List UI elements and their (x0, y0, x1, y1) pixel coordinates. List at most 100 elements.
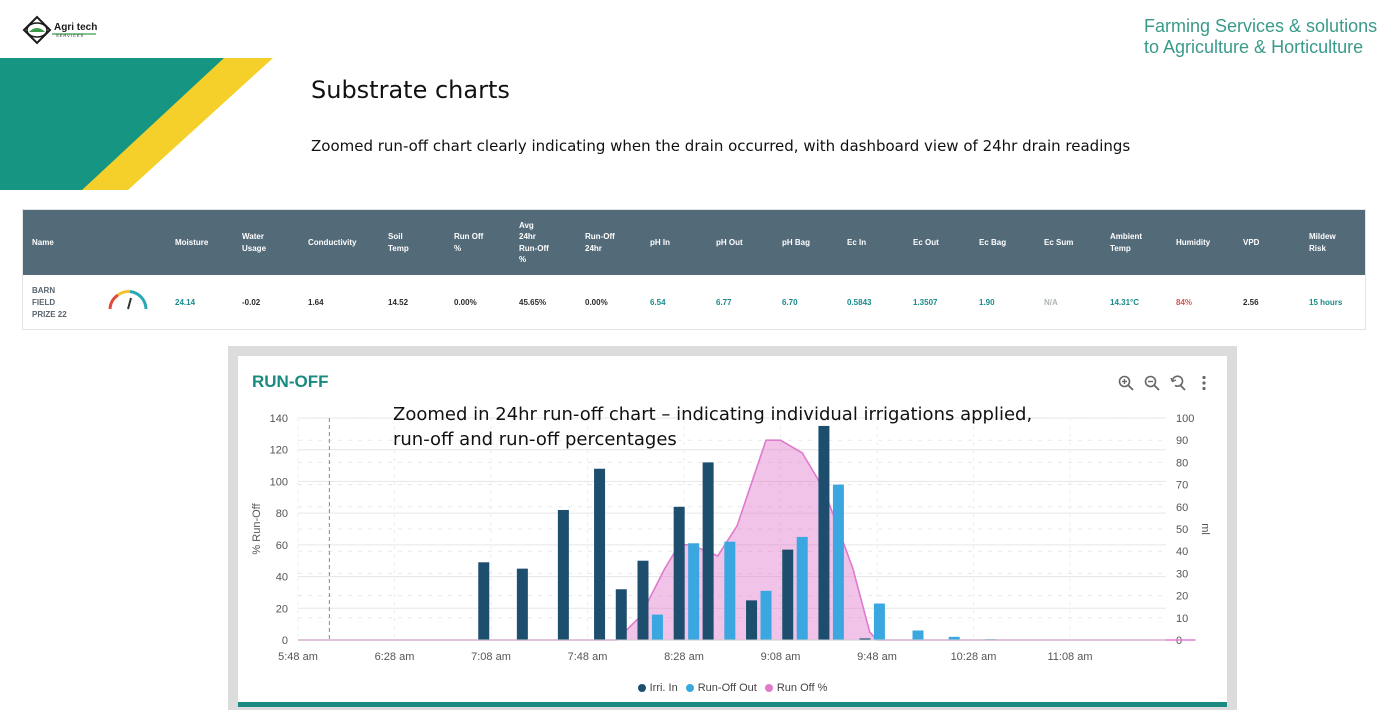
header-name[interactable]: Name (32, 237, 54, 247)
run-off-chart[interactable]: 0 20 40 60 80 100 120 140 0 10 20 30 40 50 60 70 80 90 100… (238, 356, 1227, 686)
zoom-out-icon[interactable] (1143, 374, 1161, 392)
header-run-off-pct[interactable]: Run Off % (454, 232, 484, 253)
irri-in-bar (594, 468, 606, 640)
y2-tick-label: 80 (1176, 457, 1188, 469)
y-tick-label: 0 (282, 635, 288, 647)
logo-text: Agri tech (54, 22, 98, 33)
y-tick-label: 60 (276, 540, 288, 552)
run-off-pct-line (298, 439, 1196, 641)
gauge-icon (108, 289, 148, 310)
header-ec-in[interactable]: Ec In (847, 237, 867, 247)
chart-title: RUN-OFF (252, 372, 329, 391)
irri-in-bar (818, 425, 830, 640)
header-run-off-24hr[interactable]: Run-Off 24hr (585, 232, 615, 253)
chart-panel-frame: RUN-OFF Zoomed in 24hr run-off chart – i… (228, 346, 1237, 710)
irri-in-bar (746, 600, 758, 640)
y2-tick-label: 20 (1176, 591, 1188, 603)
value-vpd: 2.56 (1243, 298, 1259, 307)
run-off-out-bar (651, 614, 663, 640)
more-menu-icon[interactable] (1195, 374, 1213, 392)
x-tick-label: 7:08 am (471, 651, 511, 663)
irri-in-bar (478, 562, 490, 640)
y-axis-title: % Run-Off (251, 502, 263, 554)
legend-run-off-pct[interactable]: Run Off % (764, 682, 828, 694)
legend-run-off-out[interactable]: Run-Off Out (685, 682, 757, 694)
legend-run-off-pct-dot (764, 684, 773, 692)
run-off-out-bar (724, 541, 736, 640)
value-ph-in: 6.54 (650, 298, 666, 307)
value-ec-in: 0.5843 (847, 298, 872, 307)
irri-in-bar (782, 549, 794, 640)
y2-tick-label: 30 (1176, 568, 1188, 580)
x-tick-label: 10:28 am (951, 651, 997, 663)
y2-tick-label: 50 (1176, 524, 1188, 536)
irri-in-bar (859, 638, 871, 640)
y2-tick-label: 10 (1176, 613, 1188, 625)
legend-irri-in[interactable]: Irri. In (637, 682, 678, 694)
dashboard-header-row (23, 210, 1365, 275)
run-off-out-bar (832, 484, 844, 640)
chart-toolbar (1117, 374, 1213, 392)
header-ph-out[interactable]: pH Out (716, 237, 743, 247)
header-ec-bag[interactable]: Ec Bag (979, 237, 1007, 247)
header-ec-sum[interactable]: Ec Sum (1044, 237, 1074, 247)
header-humidity[interactable]: Humidity (1176, 237, 1211, 247)
run-off-out-bar (912, 630, 924, 640)
legend-run-off-pct-label: Run Off % (776, 682, 828, 694)
run-off-out-bar (948, 636, 960, 640)
header-soil-temp[interactable]: Soil Temp (388, 232, 409, 253)
y-tick-label: 120 (270, 445, 288, 457)
value-ph-bag: 6.70 (782, 298, 798, 307)
value-ec-bag: 1.90 (979, 298, 995, 307)
header-avg-24hr-run-off[interactable]: Avg 24hr Run-Off % (519, 220, 549, 265)
value-ph-out: 6.77 (716, 298, 732, 307)
tagline-line-1: Farming Services & solutions (1144, 16, 1378, 36)
value-run-off-pct: 0.00% (454, 298, 477, 307)
reset-zoom-icon[interactable] (1169, 374, 1187, 392)
x-tick-label: 5:48 am (278, 651, 318, 663)
y-tick-label: 40 (276, 572, 288, 584)
decorative-banner (0, 58, 273, 190)
x-tick-label: 6:28 am (375, 651, 415, 663)
legend-run-off-out-dot (685, 684, 694, 692)
header-vpd[interactable]: VPD (1243, 237, 1260, 247)
header-ec-out[interactable]: Ec Out (913, 237, 939, 247)
header-ph-bag[interactable]: pH Bag (782, 237, 810, 247)
row-name[interactable]: BARN FIELD PRIZE 22 (32, 286, 67, 319)
chart-annotation: Zoomed in 24hr run-off chart – indicatin… (393, 404, 1033, 450)
y2-tick-label: 70 (1176, 480, 1188, 492)
run-off-chart-card: RUN-OFF Zoomed in 24hr run-off chart – i… (238, 356, 1227, 707)
slide-subtitle: Zoomed run-off chart clearly indicating … (311, 137, 1131, 155)
x-tick-label: 7:48 am (568, 651, 608, 663)
value-soil-temp: 14.52 (388, 298, 409, 307)
x-tick-label: 11:08 am (1047, 651, 1092, 663)
header-ph-in[interactable]: pH In (650, 237, 670, 247)
y2-axis-title: ml (1199, 523, 1211, 535)
logo-subtext: SERVICES (56, 33, 85, 38)
irri-in-bar (516, 568, 528, 640)
irri-in-bar (702, 462, 714, 640)
run-off-pct-area (298, 440, 1196, 640)
y-tick-label: 100 (270, 476, 288, 488)
run-off-out-bar (796, 536, 808, 640)
y2-tick-label: 100 (1176, 413, 1194, 425)
header-water-usage[interactable]: Water Usage (242, 232, 267, 253)
y-tick-label: 20 (276, 603, 288, 615)
value-water-usage: -0.02 (242, 298, 261, 307)
value-run-off-24hr: 0.00% (585, 298, 608, 307)
header-moisture[interactable]: Moisture (175, 237, 209, 247)
y2-tick-label: 60 (1176, 502, 1188, 514)
irri-in-bar (673, 506, 685, 640)
y-tick-label: 140 (270, 413, 288, 425)
x-tick-label: 9:08 am (761, 651, 801, 663)
header-conductivity[interactable]: Conductivity (308, 237, 357, 247)
zoom-in-icon[interactable] (1117, 374, 1135, 392)
agritech-logo (22, 15, 96, 45)
x-tick-label: 8:28 am (664, 651, 704, 663)
value-ambient-temp: 14.31°C (1110, 298, 1139, 307)
y2-tick-label: 90 (1176, 435, 1188, 447)
run-off-out-bar (760, 590, 772, 640)
header-ambient-temp[interactable]: Ambient Temp (1110, 232, 1142, 253)
value-ec-out: 1.3507 (913, 298, 938, 307)
header-mildew-risk[interactable]: Mildew Risk (1309, 232, 1336, 253)
